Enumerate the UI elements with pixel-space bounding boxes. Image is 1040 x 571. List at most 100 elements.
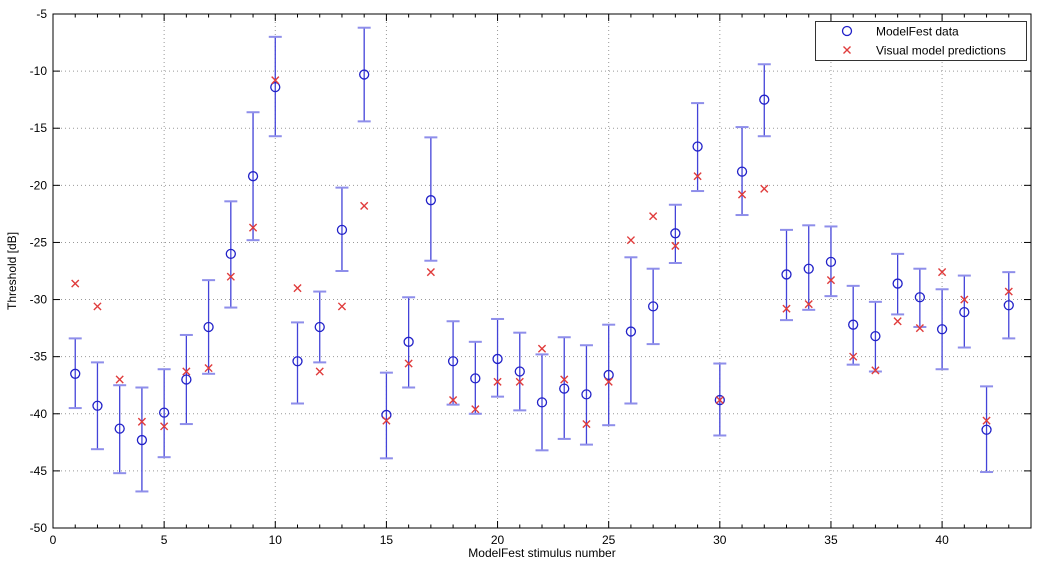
model-prediction-x — [426, 268, 435, 277]
data-point-circle — [559, 383, 570, 394]
data-point-circle — [670, 228, 681, 239]
model-prediction-x — [826, 276, 836, 285]
data-point-circle — [203, 321, 214, 333]
data-point-circle — [981, 424, 992, 435]
model-prediction-x — [337, 302, 347, 311]
model-prediction-x — [404, 359, 413, 368]
model-prediction-x — [760, 184, 769, 193]
model-prediction-points — [71, 76, 1013, 431]
data-point-circle — [470, 373, 481, 384]
y-tick-label: -50 — [30, 521, 48, 535]
y-tick-label: -30 — [30, 293, 48, 307]
x-tick-label: 40 — [935, 533, 949, 547]
data-point-circle — [181, 374, 192, 385]
data-point-circle — [714, 394, 725, 406]
data-point-circle — [314, 321, 325, 333]
data-point-circle — [336, 224, 348, 236]
model-prediction-x — [715, 395, 724, 405]
data-point-circle — [270, 81, 281, 93]
model-prediction-x — [360, 201, 369, 210]
x-tick-label: 5 — [161, 533, 168, 547]
legend: ModelFest data Visual model predictions — [815, 21, 1027, 61]
x-tick-label: 20 — [491, 533, 505, 547]
data-point-circle — [514, 366, 525, 377]
model-prediction-x — [671, 241, 680, 250]
x-tick-label: 0 — [50, 533, 57, 547]
model-prediction-x — [182, 367, 191, 376]
data-point-circle — [936, 324, 948, 335]
data-point-circle — [892, 278, 903, 289]
data-point-circle — [381, 409, 392, 421]
data-point-circle — [158, 407, 170, 418]
legend-circle-marker-icon — [841, 25, 853, 37]
data-point-circle — [914, 292, 926, 303]
tick-labels: 0 5 10 15 20 25 30 35 40 -50 -45 -40 -35 -30 -25 -20 -15… — [30, 7, 949, 547]
data-point-circle — [92, 400, 103, 411]
x-tick-label: 10 — [269, 533, 283, 547]
model-prediction-x — [582, 419, 591, 429]
model-prediction-x — [560, 375, 569, 384]
data-point-circle — [447, 356, 459, 367]
x-tick-label: 15 — [380, 533, 394, 547]
data-point-circle — [692, 141, 703, 152]
model-prediction-x — [604, 377, 613, 386]
data-point-circle — [759, 94, 770, 105]
y-tick-label: -20 — [30, 178, 48, 192]
data-point-circle — [425, 195, 437, 206]
modelfest-data-points — [70, 69, 1014, 446]
y-tick-label: -5 — [36, 7, 47, 21]
axis-ticks — [52, 13, 1032, 529]
model-prediction-x — [493, 377, 502, 386]
data-point-circle — [959, 306, 970, 318]
model-prediction-x — [160, 422, 169, 431]
y-tick-label: -45 — [30, 464, 48, 478]
model-prediction-x — [849, 352, 858, 361]
model-prediction-x — [960, 295, 969, 304]
data-point-circle — [536, 397, 548, 408]
model-prediction-x — [293, 284, 302, 293]
legend-item-modelfest-data: ModelFest data — [841, 25, 959, 39]
y-axis-label: Threshold [dB] — [5, 232, 19, 310]
data-point-circle — [359, 69, 370, 80]
model-prediction-x — [515, 377, 524, 386]
data-point-circle — [136, 434, 148, 446]
data-point-circle — [803, 263, 814, 274]
data-point-circle — [825, 256, 837, 268]
data-point-circle — [736, 166, 748, 177]
x-tick-label: 25 — [602, 533, 616, 547]
model-prediction-x — [137, 417, 147, 426]
data-point-circle — [625, 326, 637, 337]
legend-label-modelfest-data: ModelFest data — [876, 25, 959, 39]
model-prediction-x — [271, 76, 280, 85]
data-point-circle — [403, 336, 414, 347]
x-tick-label: 30 — [713, 533, 727, 547]
model-prediction-x — [471, 405, 480, 414]
data-point-circle — [1003, 300, 1014, 311]
y-tick-label: -10 — [30, 64, 48, 78]
data-point-circle — [848, 319, 859, 330]
y-tick-label: -15 — [30, 121, 48, 135]
data-point-circle — [70, 368, 81, 379]
model-prediction-x — [737, 190, 747, 199]
model-prediction-x — [782, 304, 791, 313]
model-prediction-x — [382, 416, 391, 425]
data-point-circle — [492, 353, 503, 365]
model-prediction-x — [71, 279, 80, 288]
data-point-circle — [292, 356, 303, 367]
model-prediction-x — [915, 324, 924, 333]
legend-item-model-predictions: Visual model predictions — [843, 44, 1006, 58]
data-point-circle — [603, 369, 614, 381]
data-point-circle — [870, 330, 881, 342]
model-prediction-x — [893, 317, 902, 326]
model-prediction-x — [315, 367, 324, 376]
model-prediction-x — [226, 272, 235, 281]
legend-label-model-predictions: Visual model predictions — [876, 44, 1006, 58]
data-point-circle — [647, 301, 659, 312]
y-tick-label: -40 — [30, 407, 48, 421]
error-bars — [68, 26, 1016, 493]
model-prediction-x — [93, 302, 102, 311]
x-tick-label: 35 — [824, 533, 838, 547]
y-tick-label: -35 — [30, 350, 48, 364]
data-point-circle — [581, 389, 592, 400]
